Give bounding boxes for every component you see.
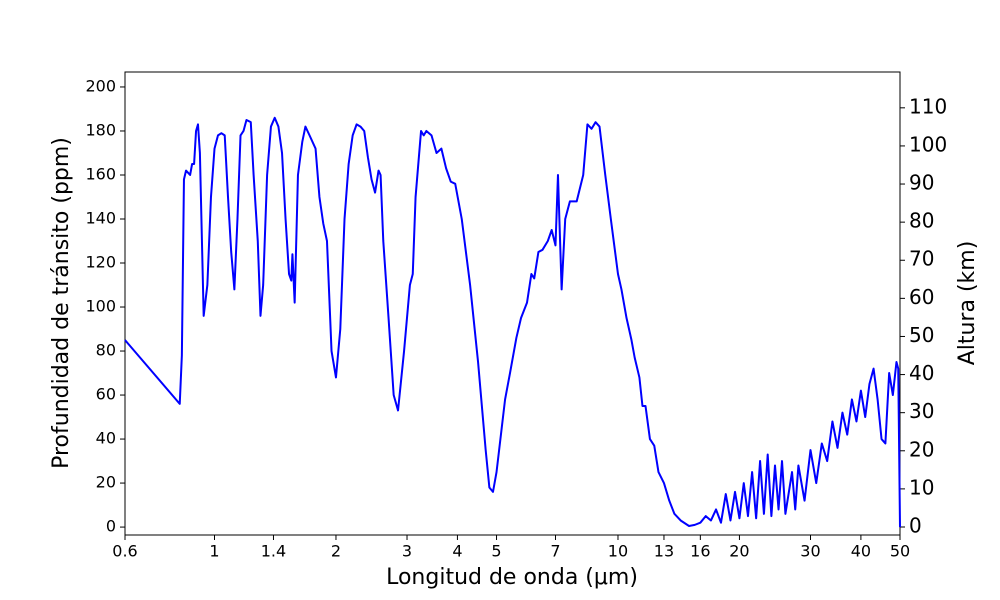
y-tick-label: 20	[96, 473, 116, 492]
x-tick-label: 16	[690, 542, 710, 561]
y2-tick-label: 70	[909, 247, 934, 271]
y-tick-label: 200	[85, 76, 116, 95]
x-tick-label: 13	[654, 542, 674, 561]
x-tick-label: 40	[851, 542, 871, 561]
x-tick-label: 0.6	[112, 542, 137, 561]
y2-tick-label: 20	[909, 437, 934, 461]
y2-tick-label: 110	[909, 94, 947, 118]
x-tick-label: 30	[800, 542, 820, 561]
y2-tick-label: 60	[909, 285, 934, 309]
y-tick-label: 180	[85, 120, 116, 139]
plot-frame	[124, 71, 901, 536]
y-tick-label: 60	[96, 385, 116, 404]
x-tick-label: 1.4	[261, 542, 286, 561]
x-tick-label: 20	[729, 542, 749, 561]
y-tick-label: 40	[96, 429, 116, 448]
x-tick-label: 50	[890, 542, 910, 561]
y-tick-label: 0	[106, 517, 116, 536]
y-axis-label: Profundidad de tránsito (ppm)	[49, 137, 74, 469]
y2-tick-label: 30	[909, 399, 934, 423]
y2-tick-label: 80	[909, 209, 934, 233]
x-tick-label: 5	[491, 542, 501, 561]
y2-axis-label: Altura (km)	[955, 241, 980, 366]
x-axis-label: Longitud de onda (μm)	[386, 565, 638, 590]
x-tick-label: 7	[550, 542, 560, 561]
y-tick-label: 120	[85, 253, 116, 272]
y2-tick-label: 50	[909, 323, 934, 347]
y-tick-label: 160	[85, 164, 116, 183]
y2-tick-label: 90	[909, 171, 934, 195]
y2-tick-label: 100	[909, 132, 947, 156]
y2-tick-label: 0	[909, 513, 922, 537]
x-tick-label: 3	[402, 542, 412, 561]
x-tick-label: 1	[209, 542, 219, 561]
x-tick-label: 10	[608, 542, 628, 561]
y-tick-label: 140	[85, 208, 116, 227]
y-tick-label: 80	[96, 341, 116, 360]
y-tick-label: 100	[85, 297, 116, 316]
x-tick-label: 4	[452, 542, 462, 561]
x-tick-label: 2	[331, 542, 341, 561]
y2-tick-label: 10	[909, 475, 934, 499]
y2-tick-label: 40	[909, 361, 934, 385]
data-line	[124, 116, 901, 528]
